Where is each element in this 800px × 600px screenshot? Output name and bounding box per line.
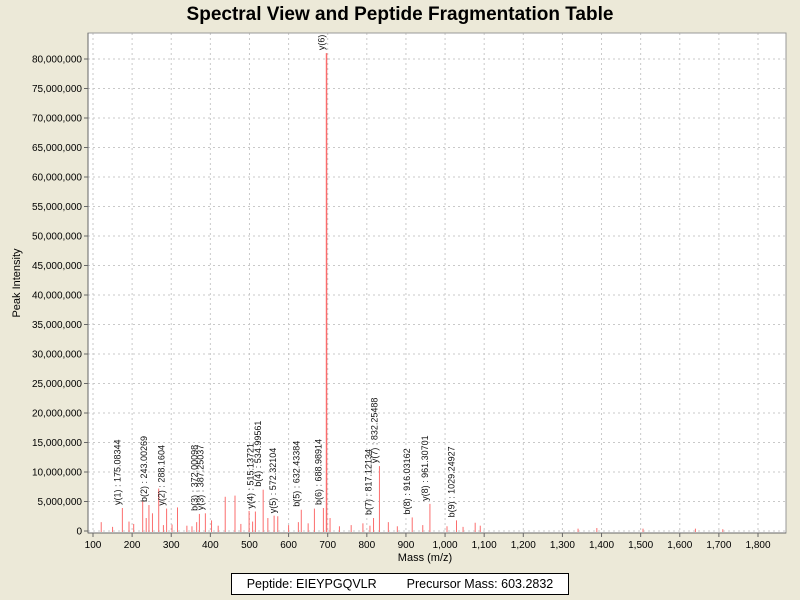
peak-label: y(3) : 387.25037 [195,445,205,511]
spectrum-svg: 100 200 300 400 500 600 700 800 900 1,000 1,100 1,2… [11,30,787,564]
gridlines [88,33,786,533]
x-axis-tick-label: 500 [241,540,258,551]
x-axis-tick-label: 900 [398,540,415,551]
y-axis-tick-label: 70,000,000 [32,114,82,125]
y-axis-tick-label: 35,000,000 [32,320,82,331]
x-axis-tick-label: 1,200 [511,540,536,551]
x-axis-tick-label: 1,500 [628,540,653,551]
y-axis-tick-label: 40,000,000 [32,291,82,302]
peak-label: b(7) : 817.12134 [364,449,374,515]
x-axis-label: Mass (m/z) [398,552,452,564]
y-axis-tick-label: 5,000,000 [38,497,83,508]
peak-label: b(6) : 688.98914 [313,439,323,505]
x-axis-tick-label: 300 [163,540,180,551]
peak-label: b(2) : 243.00269 [139,436,149,502]
y-axis-tick-label: 65,000,000 [32,143,82,154]
x-axis-tick-label: 1,300 [550,540,575,551]
peptide-text: Peptide: EIEYPGQVLR [246,577,377,591]
x-axis-tick-label: 100 [85,540,102,551]
y-axis-tick-label: 30,000,000 [32,350,82,361]
peak-label: y(5) : 572.32104 [268,448,278,514]
x-axis-tick-label: 1,800 [745,540,770,551]
x-axis-tick-label: 600 [280,540,297,551]
x-axis-tick-label: 800 [358,540,375,551]
peak-label: y(4) : 515.13721 [245,443,255,509]
plot-area [88,33,786,533]
y-axis-tick-label: 20,000,000 [32,409,82,420]
y-axis-tick-label: 80,000,000 [32,55,82,66]
x-axis-tick-label: 1,400 [589,540,614,551]
y-axis-tick-label: 25,000,000 [32,379,82,390]
peak-label: b(5) : 632.43384 [291,441,301,507]
x-axis-tick-label: 1,700 [706,540,731,551]
y-axis-tick-label: 0 [76,527,82,538]
peak-label: y(7) : 832.25488 [369,398,379,464]
y-axis-tick-label: 55,000,000 [32,202,82,213]
peak-label: y(1) : 175.08344 [112,439,122,505]
peak-label: b(8) : 916.03162 [402,448,412,514]
peak-label: y(6) : [317,30,327,51]
x-axis-tick-label: 200 [124,540,141,551]
spectrum-chart: 100 200 300 400 500 600 700 800 900 1,000 1,100 1,2… [11,30,787,564]
y-axis-tick-label: 75,000,000 [32,84,82,95]
peak-label: y(2) : 288.1604 [157,445,167,506]
x-axis-tick-label: 400 [202,540,219,551]
peptide-info-box: Peptide: EIEYPGQVLR Precursor Mass: 603.… [231,573,569,595]
y-axis-tick-label: 45,000,000 [32,261,82,272]
y-axis-tick-label: 15,000,000 [32,438,82,449]
y-axis-label: Peak Intensity [11,248,23,318]
peak-label: b(3) : 372.00098 [189,445,199,511]
peak-label: b(4) : 534.99561 [253,421,263,487]
y-axis-tick-label: 50,000,000 [32,232,82,243]
x-axis-tick-label: 1,000 [433,540,458,551]
peak-label: y(8) : 961.30701 [420,435,430,501]
peak-label: b(9) : 1029.24927 [447,446,457,517]
y-axis-tick-label: 60,000,000 [32,173,82,184]
peaks-group: y(1) : 175.08344 b(2) : 243.00269 y(2) : 2… [100,30,724,532]
x-axis-tick-label: 1,600 [667,540,692,551]
precursor-mass-text: Precursor Mass: 603.2832 [406,577,554,591]
tick-labels: 100 200 300 400 500 600 700 800 900 1,000 1,100 1,2… [32,55,771,552]
x-axis-tick-label: 1,100 [472,540,497,551]
page-title: Spectral View and Peptide Fragmentation … [186,4,614,25]
tick-marks [84,58,759,537]
y-axis-tick-label: 10,000,000 [32,468,82,479]
x-axis-tick-label: 700 [319,540,336,551]
